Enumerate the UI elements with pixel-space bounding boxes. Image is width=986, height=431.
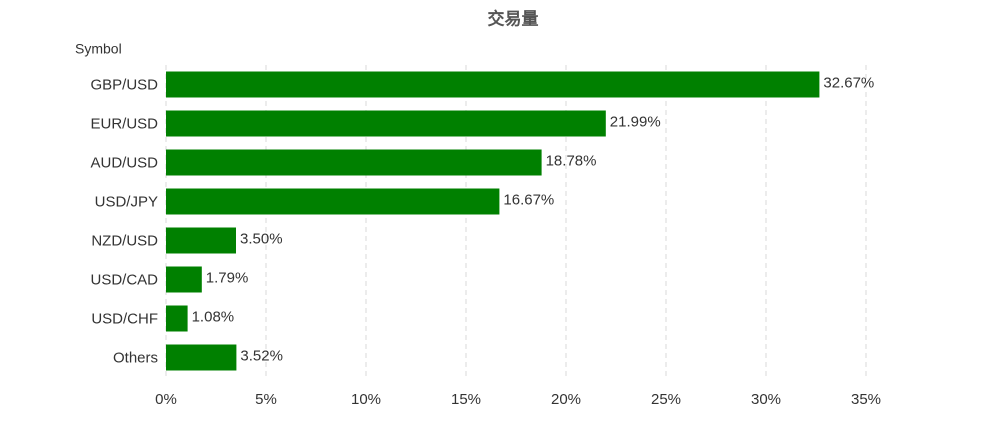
- bar: [166, 188, 500, 215]
- value-label: 16.67%: [503, 191, 554, 208]
- value-label: 18.78%: [546, 152, 597, 169]
- value-label: 1.08%: [192, 308, 235, 325]
- y-tick-label: EUR/USD: [90, 115, 158, 132]
- x-tick-label: 20%: [551, 391, 581, 408]
- x-tick-label: 0%: [155, 391, 177, 408]
- x-tick-label: 30%: [751, 391, 781, 408]
- bar: [166, 149, 542, 176]
- value-label: 1.79%: [206, 269, 249, 286]
- y-tick-label: AUD/USD: [90, 154, 158, 171]
- bar: [166, 344, 237, 371]
- value-label: 3.52%: [240, 347, 283, 364]
- chart-title: 交易量: [488, 8, 539, 28]
- x-tick-label: 5%: [255, 391, 277, 408]
- x-tick-label: 25%: [651, 391, 681, 408]
- y-tick-label: USD/JPY: [95, 193, 158, 210]
- bar: [166, 305, 188, 332]
- y-tick-label: USD/CAD: [90, 271, 158, 288]
- y-tick-label: Others: [113, 349, 158, 366]
- x-tick-label: 15%: [451, 391, 481, 408]
- value-label: 32.67%: [823, 74, 874, 91]
- value-label: 3.50%: [240, 230, 283, 247]
- bar: [166, 110, 606, 137]
- value-label: 21.99%: [610, 113, 661, 130]
- y-axis-label: Symbol: [75, 41, 122, 57]
- x-tick-label: 10%: [351, 391, 381, 408]
- y-tick-label: USD/CHF: [91, 310, 158, 327]
- bar: [166, 227, 236, 254]
- bar: [166, 71, 820, 98]
- y-tick-label: GBP/USD: [90, 76, 158, 93]
- bar: [166, 266, 202, 293]
- y-tick-label: NZD/USD: [91, 232, 158, 249]
- x-tick-label: 35%: [851, 391, 881, 408]
